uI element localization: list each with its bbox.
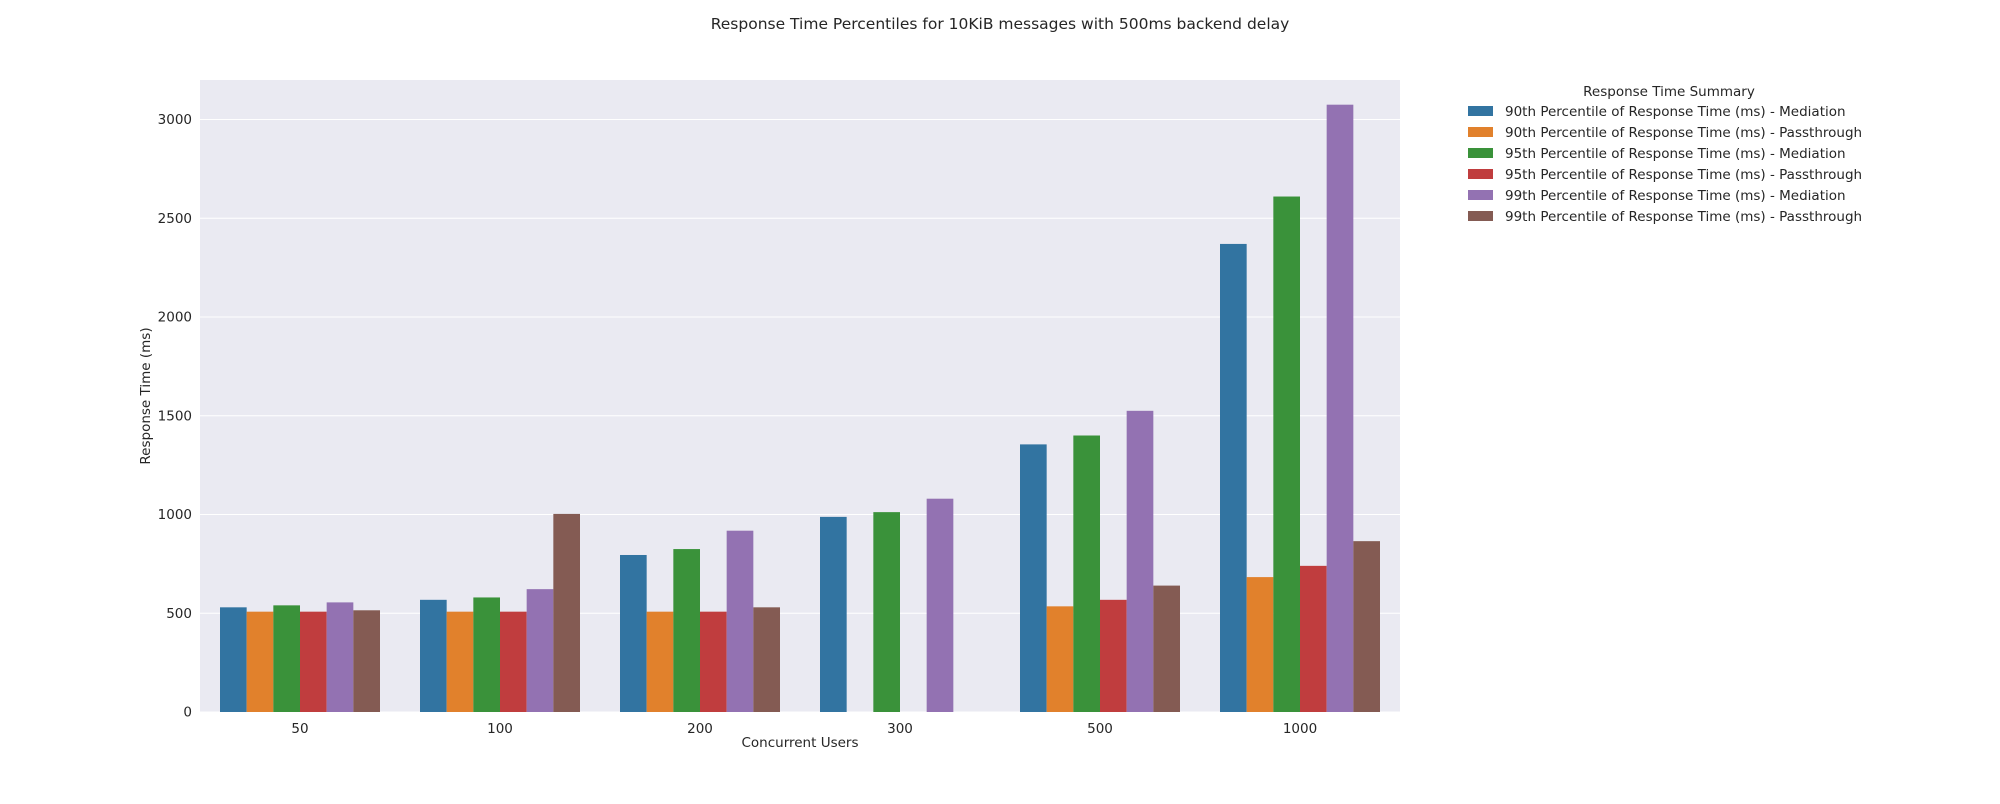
bar <box>553 513 580 712</box>
bar <box>273 605 300 712</box>
bar <box>820 516 847 712</box>
legend-label: 99th Percentile of Response Time (ms) - … <box>1505 209 1862 225</box>
legend-swatch <box>1468 211 1493 221</box>
bar <box>1073 435 1100 712</box>
y-tick-label: 2500 <box>158 211 192 227</box>
bar <box>420 599 447 712</box>
bar <box>1326 104 1354 712</box>
y-tick-label: 1000 <box>158 507 192 523</box>
y-tick-label: 1500 <box>158 408 192 424</box>
legend-label: 90th Percentile of Response Time (ms) - … <box>1505 125 1862 141</box>
x-tick-label: 300 <box>887 721 913 737</box>
legend-swatch <box>1468 190 1493 200</box>
x-tick-label: 50 <box>291 721 308 737</box>
bar <box>926 498 954 712</box>
bar <box>526 589 554 712</box>
gridlines <box>200 119 1400 713</box>
bar <box>353 610 380 712</box>
legend-items: 90th Percentile of Response Time (ms) - … <box>1468 104 1862 225</box>
chart-title: Response Time Percentiles for 10KiB mess… <box>711 15 1290 33</box>
bar <box>326 602 354 712</box>
bars <box>220 104 1380 713</box>
bar <box>726 530 754 712</box>
bar <box>1153 585 1180 712</box>
bar <box>673 549 700 712</box>
legend-label: 95th Percentile of Response Time (ms) - … <box>1505 146 1846 162</box>
bar <box>1100 599 1127 712</box>
y-tick-label: 0 <box>183 705 192 721</box>
bar <box>246 611 274 712</box>
bar <box>700 611 727 712</box>
bar <box>1246 577 1274 712</box>
legend-swatch <box>1468 169 1493 179</box>
bar <box>473 597 500 712</box>
legend-swatch <box>1468 148 1493 158</box>
y-tick-label: 3000 <box>158 112 192 128</box>
legend-label: 95th Percentile of Response Time (ms) - … <box>1505 167 1862 183</box>
bar <box>446 611 474 712</box>
y-tick-label: 2000 <box>158 310 192 326</box>
legend-swatch <box>1468 106 1493 116</box>
x-tick-label: 200 <box>687 721 713 737</box>
y-tick-label: 500 <box>166 606 192 622</box>
legend-label: 99th Percentile of Response Time (ms) - … <box>1505 188 1846 204</box>
x-tick-label: 100 <box>487 721 513 737</box>
x-tick-label: 500 <box>1087 721 1113 737</box>
bar <box>220 607 247 712</box>
bar <box>300 611 327 712</box>
bar <box>500 611 527 712</box>
bar <box>873 512 900 712</box>
y-axis-label: Response Time (ms) <box>138 327 154 464</box>
legend: Response Time Summary 90th Percentile of… <box>1468 84 1862 225</box>
bar <box>646 611 674 712</box>
bar <box>1020 444 1047 712</box>
legend-title: Response Time Summary <box>1583 84 1755 100</box>
bar <box>753 607 780 712</box>
legend-label: 90th Percentile of Response Time (ms) - … <box>1505 104 1846 120</box>
bar <box>1353 541 1380 712</box>
y-axis-ticks: 0 500 1000 1500 2000 2500 3000 <box>158 112 192 721</box>
x-axis-ticks: 50 100 200 300 500 1000 <box>291 721 1317 737</box>
x-axis-label: Concurrent Users <box>741 735 858 751</box>
bar <box>1273 196 1300 712</box>
bar <box>1220 243 1247 713</box>
bar <box>620 554 647 712</box>
bar <box>1046 606 1074 712</box>
legend-swatch <box>1468 127 1493 137</box>
plot-background <box>200 80 1400 712</box>
bar <box>1300 565 1327 712</box>
bar <box>1126 410 1154 712</box>
x-tick-label: 1000 <box>1283 721 1317 737</box>
